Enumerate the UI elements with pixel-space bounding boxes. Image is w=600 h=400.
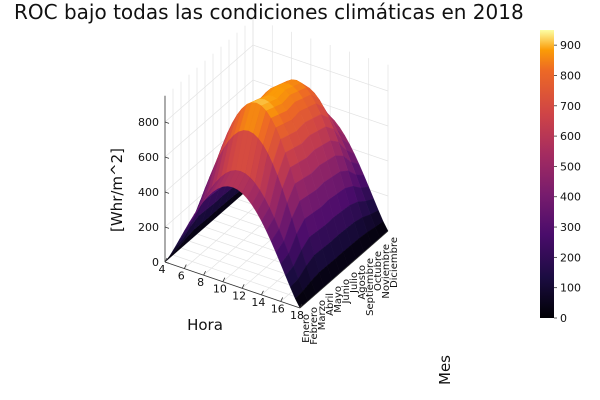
surface (164, 79, 389, 309)
x-tick-label: 6 (178, 270, 185, 283)
y-axis-label: Mes (436, 355, 454, 385)
chart-title: ROC bajo todas las condiciones climática… (14, 0, 524, 24)
colorbar-tick-label: 0 (560, 312, 567, 325)
x-tick (222, 277, 226, 282)
colorbar-tick-label: 700 (560, 100, 581, 113)
x-tick-label: 4 (159, 263, 166, 276)
y-tick-label: Junio (341, 279, 352, 305)
x-tick-label: 18 (290, 309, 304, 322)
colorbar-tick-label: 100 (560, 282, 581, 295)
x-tick-label: 16 (271, 302, 285, 315)
y-axis-line (299, 230, 389, 309)
z-tick (164, 191, 170, 194)
colorbar-tick-label: 900 (560, 39, 581, 52)
z-axis-label: [Whr/m^2] (108, 148, 126, 232)
z-tick-label: 600 (138, 151, 159, 164)
y-tick-label: Enero (301, 314, 312, 343)
z-tick-label: 0 (152, 256, 159, 269)
x-tick-label: 8 (197, 276, 204, 289)
colorbar-tick-label: 300 (560, 221, 581, 234)
x-tick (261, 290, 264, 296)
x-tick (203, 270, 206, 276)
x-tick (164, 257, 168, 263)
z-tick (164, 121, 170, 124)
z-tick-label: 400 (138, 186, 159, 199)
y-tick-label: Abril (325, 293, 336, 316)
floor-grid-line (172, 254, 309, 302)
wall-grid-line (164, 79, 389, 158)
y-tick-label: Marzo (317, 300, 328, 330)
z-tick (164, 156, 170, 159)
x-tick-label: 12 (232, 289, 246, 302)
x-axis-line (164, 261, 301, 309)
x-tick (280, 297, 284, 302)
x-tick (183, 264, 187, 269)
colorbar-tick-label: 200 (560, 251, 581, 264)
wall-grid-line (164, 44, 389, 123)
x-axis-label: Hora (187, 316, 223, 334)
y-tick-label: Febrero (309, 307, 320, 345)
y-tick-label: Mayo (333, 286, 344, 313)
axes: 02004006008004681012141618EneroFebreroMa… (108, 95, 454, 385)
colorbar-tick-label: 400 (560, 191, 581, 204)
colorbar-tick-label: 600 (560, 130, 581, 143)
x-tick (241, 284, 245, 289)
y-tick-label: Octubre (373, 251, 384, 291)
x-tick-label: 14 (251, 296, 265, 309)
x-tick-label: 10 (213, 283, 227, 296)
z-tick (164, 226, 170, 229)
colorbar-gradient (540, 30, 554, 318)
colorbar-tick-label: 500 (560, 160, 581, 173)
y-tick-label: Julio (349, 272, 360, 294)
colorbar: 0 100 200 300 400 500 600 700 800 900 (540, 30, 581, 325)
y-tick-label: Septiembre (365, 258, 376, 316)
colorbar-tick-label: 800 (560, 69, 581, 82)
z-tick-label: 200 (138, 221, 159, 234)
z-tick-label: 800 (138, 116, 159, 129)
y-tick-label: Diciembre (389, 237, 400, 288)
y-tick-label: Agosto (357, 265, 368, 300)
y-tick-label: Noviembre (381, 244, 392, 299)
